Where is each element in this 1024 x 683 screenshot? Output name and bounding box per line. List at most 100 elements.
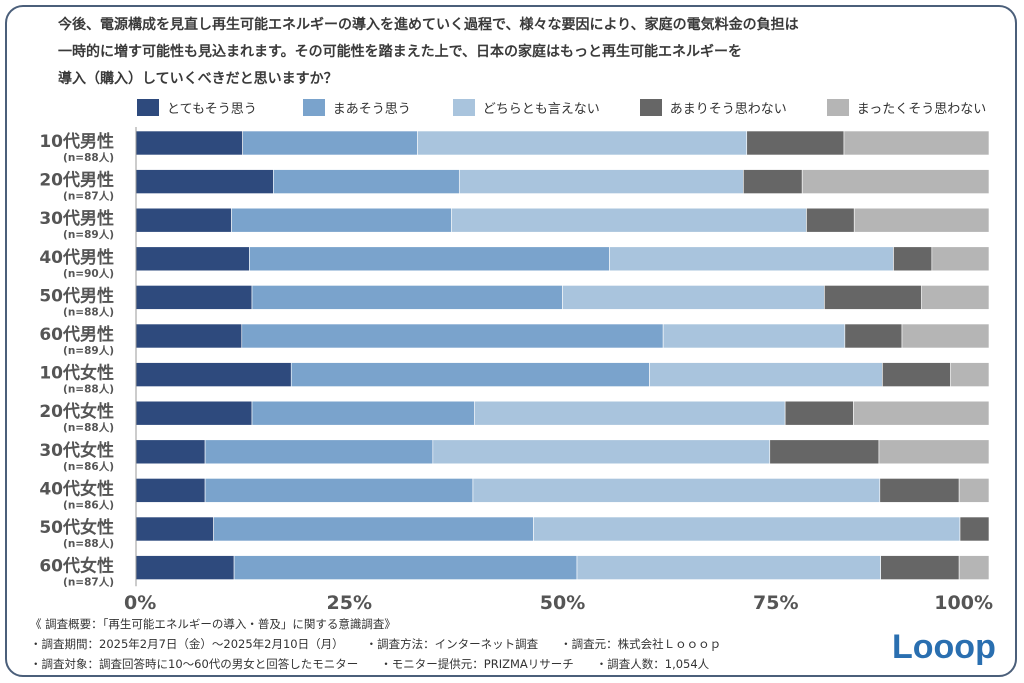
bar-segment — [417, 130, 748, 156]
category-label: 20代女性 — [39, 401, 114, 422]
logo-text: Looop — [892, 628, 996, 666]
bar-segment — [958, 478, 990, 503]
legend-item: あまりそう思わない — [639, 98, 787, 117]
question-line-2: 一時的に増す可能性も見込まれます。その可能性を踏まえた上で、日本の家庭はもっと再… — [58, 44, 743, 60]
category-label: 40代女性 — [39, 478, 114, 499]
bar-segment — [662, 323, 846, 349]
x-tick-label: 50% — [540, 592, 585, 614]
legend-swatch — [639, 98, 662, 116]
legend-item: まあそう思う — [302, 98, 411, 117]
bar-segment — [958, 555, 990, 580]
bar-segment — [135, 478, 206, 503]
question-line-3: 導入（購入）していくべきだと思いますか？ — [58, 71, 338, 87]
bar-segment — [251, 285, 563, 310]
sample-size-label: (n=86人) — [63, 460, 114, 473]
sample-size-label: (n=89人) — [63, 344, 114, 357]
category-label: 50代男性 — [39, 285, 114, 306]
bar-segment — [769, 439, 880, 465]
chart-frame — [5, 5, 1017, 677]
bar-segment — [135, 246, 250, 272]
bar-segment — [844, 323, 903, 349]
bar-segment — [135, 130, 243, 156]
bar-segment — [233, 555, 578, 580]
sample-size-label: (n=86人) — [63, 498, 114, 511]
bar-segment — [882, 362, 951, 387]
bar-segment — [843, 130, 990, 156]
category-label: 20代男性 — [39, 170, 114, 191]
category-label: 10代男性 — [39, 131, 114, 152]
sample-size-label: (n=88人) — [63, 305, 114, 318]
legend-label: まあそう思う — [332, 101, 411, 117]
bar-segment — [609, 246, 894, 272]
legend-swatch — [137, 98, 159, 116]
category-label: 30代男性 — [39, 208, 114, 229]
bar-segment — [251, 400, 475, 426]
legend-swatch — [452, 98, 475, 116]
bar-segment — [853, 400, 990, 426]
legend-swatch — [826, 98, 849, 116]
x-tick-label: 75% — [753, 592, 798, 614]
x-tick-label: 100% — [934, 592, 993, 614]
bar-segment — [273, 169, 460, 194]
bar-segment — [432, 439, 771, 465]
survey-footer: 《 調査概要：「再生可能エネルギーの導入・普及」に関する意識調査》 ・調査期間：… — [30, 614, 910, 674]
bar-segment — [880, 555, 960, 580]
sample-size-label: (n=88人) — [63, 537, 114, 550]
category-label: 10代女性 — [39, 363, 114, 384]
bar-segment — [249, 246, 610, 272]
bar-segment — [204, 478, 474, 503]
bar-segment — [959, 516, 990, 542]
footer-title: 《 調査概要：「再生可能エネルギーの導入・普及」に関する意識調査》 — [30, 617, 396, 631]
footer-provider: ・モニター提供元：PRIZMAリサーチ — [380, 657, 574, 671]
legend-label: とてもそう思う — [167, 101, 257, 117]
legend-item: どちらとも言えない — [452, 98, 600, 117]
category-label: 40代男性 — [39, 247, 114, 268]
bar-segment — [562, 285, 825, 310]
bar-segment — [135, 169, 274, 194]
bar-segment — [135, 207, 232, 233]
chart-legend: とてもそう思う まあそう思う どちらとも言えない あまりそう思わない まったくそう思わな… — [137, 97, 986, 117]
sample-size-label: (n=88人) — [63, 383, 114, 396]
bar-segment — [743, 169, 803, 194]
sample-size-label: (n=88人) — [63, 151, 114, 164]
bar-segment — [135, 555, 235, 580]
bar-segment — [879, 478, 960, 503]
legend-swatch — [302, 98, 325, 116]
bar-segment — [950, 362, 990, 387]
bar-segment — [649, 362, 883, 387]
bar-segment — [533, 516, 961, 542]
bar-segment — [901, 323, 990, 349]
bar-segment — [474, 400, 786, 426]
bar-segment — [893, 246, 933, 272]
sample-size-label: (n=88人) — [63, 421, 114, 434]
category-label: 30代女性 — [39, 440, 114, 461]
bar-segment — [290, 362, 650, 387]
bar-segment — [135, 285, 253, 310]
bar-segment — [242, 130, 418, 156]
sample-size-label: (n=87人) — [63, 576, 114, 589]
bar-segment — [878, 439, 990, 465]
bar-segment — [135, 516, 214, 542]
bar-segment — [458, 169, 744, 194]
category-label: 60代男性 — [39, 324, 114, 345]
category-label: 60代女性 — [39, 556, 114, 577]
bar-segment — [824, 285, 922, 310]
bar-segment — [135, 323, 243, 349]
footer-source: ・調査元：株式会社Ｌｏｏｏｐ — [560, 637, 722, 651]
bar-segment — [241, 323, 664, 349]
bar-segment — [213, 516, 534, 542]
legend-item: まったくそう思わない — [826, 98, 987, 117]
looop-logo: Looop — [892, 628, 996, 666]
x-tick-label: 0% — [124, 592, 156, 614]
question-line-1: 今後、電源構成を見直し再生可能エネルギーの導入を進めていく過程で、様々な要因によ… — [58, 17, 799, 33]
sample-size-label: (n=87人) — [63, 190, 114, 203]
bar-segment — [204, 439, 434, 465]
bar-segment — [784, 400, 854, 426]
bar-segment — [576, 555, 881, 580]
category-label: 50代女性 — [39, 517, 114, 538]
sample-size-label: (n=89人) — [63, 228, 114, 241]
bar-segment — [931, 246, 990, 272]
bar-segment — [231, 207, 452, 233]
legend-label: まったくそう思わない — [856, 101, 987, 117]
